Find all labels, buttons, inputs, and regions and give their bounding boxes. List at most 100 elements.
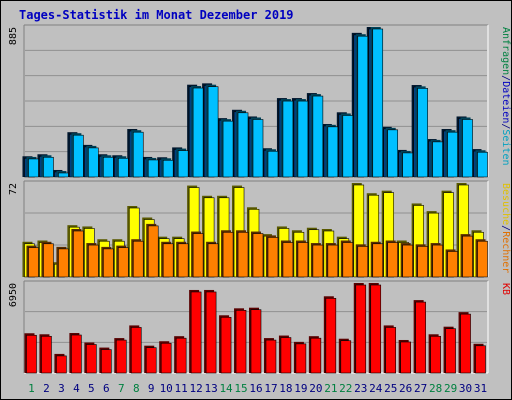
day-label-18: 18: [279, 382, 292, 395]
bar-rechner-day-9: [147, 225, 159, 278]
day-label-12: 12: [190, 382, 203, 395]
chart-panel-3: 6950 KB: [8, 280, 511, 374]
bar-dateien-day-11: [177, 150, 189, 178]
bar-kb-day-21: [325, 297, 337, 374]
y-max-label: 72: [8, 183, 19, 195]
bar-kb-day-27: [415, 301, 426, 374]
legend-entry: KB: [500, 283, 511, 295]
bar-rechner-day-24: [372, 243, 384, 278]
bar-dateien-day-8: [132, 131, 144, 178]
legend-entry: Besuche: [500, 183, 511, 225]
day-label-25: 25: [384, 382, 397, 395]
bar-dateien-day-25: [387, 129, 399, 178]
bar-dateien-day-7: [117, 157, 129, 178]
bar-rechner-day-23: [357, 246, 369, 278]
panel-legend: KB: [500, 283, 511, 295]
bar-dateien-day-15: [237, 112, 249, 178]
legend-entry: Anfragen: [500, 27, 511, 75]
bar-dateien-day-24: [372, 28, 384, 178]
bar-dateien-day-30: [462, 119, 473, 178]
bar-kb-day-20: [310, 337, 322, 374]
bar-kb-day-19: [295, 343, 307, 374]
bar-kb-day-23: [355, 284, 367, 374]
bar-rechner-day-8: [132, 240, 144, 278]
bar-kb-day-30: [460, 313, 471, 374]
day-label-28: 28: [429, 382, 442, 395]
bar-dateien-day-9: [147, 159, 159, 178]
bar-dateien-day-31: [477, 151, 488, 178]
bar-rechner-day-20: [312, 244, 324, 278]
legend-entry: /: [500, 225, 511, 231]
legend-entry: Rechner: [500, 231, 511, 273]
bar-rechner-day-13: [207, 243, 219, 278]
day-label-6: 6: [103, 382, 110, 395]
bar-dateien-day-2: [43, 156, 54, 178]
bar-dateien-day-21: [327, 126, 339, 178]
bar-dateien-day-20: [312, 95, 324, 178]
bar-rechner-day-5: [88, 244, 99, 278]
bar-rechner-day-31: [477, 240, 488, 278]
day-label-17: 17: [264, 382, 277, 395]
bar-kb-day-28: [430, 335, 441, 374]
chart-panel-1: 885 Anfragen/Dateien/Seiten: [8, 24, 511, 178]
day-label-9: 9: [148, 382, 155, 395]
day-label-11: 11: [175, 382, 188, 395]
day-label-2: 2: [43, 382, 50, 395]
bar-kb-day-25: [385, 327, 397, 374]
bar-kb-day-6: [101, 349, 112, 374]
bar-dateien-day-4: [73, 134, 84, 178]
day-label-31: 31: [474, 382, 487, 395]
day-label-22: 22: [339, 382, 352, 395]
day-label-21: 21: [324, 382, 337, 395]
bar-kb-day-4: [71, 334, 82, 374]
bar-rechner-day-6: [103, 248, 114, 278]
bar-rechner-day-2: [43, 243, 54, 278]
bar-dateien-day-28: [432, 141, 443, 178]
bar-rechner-day-15: [237, 231, 249, 278]
bar-dateien-day-22: [342, 115, 354, 178]
bar-dateien-day-29: [447, 131, 458, 178]
bar-kb-day-15: [235, 310, 247, 374]
day-label-27: 27: [414, 382, 427, 395]
day-label-5: 5: [88, 382, 95, 395]
day-label-30: 30: [459, 382, 472, 395]
bar-kb-day-24: [370, 284, 382, 374]
legend-entry: Seiten: [500, 129, 511, 165]
day-label-15: 15: [234, 382, 247, 395]
bar-dateien-day-1: [28, 158, 39, 178]
day-label-23: 23: [354, 382, 367, 395]
day-label-26: 26: [399, 382, 412, 395]
bar-dateien-day-3: [58, 172, 69, 178]
panel-legend: Anfragen/Dateien/Seiten: [500, 27, 511, 166]
day-label-29: 29: [444, 382, 457, 395]
day-label-24: 24: [369, 382, 383, 395]
bar-kb-day-13: [205, 291, 217, 374]
day-label-14: 14: [219, 382, 233, 395]
bar-dateien-day-12: [192, 87, 204, 178]
bar-rechner-day-18: [282, 242, 294, 278]
bar-dateien-day-5: [88, 147, 99, 178]
bar-rechner-day-19: [297, 242, 309, 278]
bar-kb-day-10: [160, 342, 172, 374]
bar-dateien-day-6: [103, 156, 114, 178]
bar-kb-day-11: [175, 337, 187, 374]
bar-kb-day-16: [250, 309, 262, 374]
day-label-3: 3: [58, 382, 65, 395]
bar-dateien-day-16: [252, 119, 264, 178]
bar-dateien-day-26: [402, 152, 413, 178]
bar-rechner-day-14: [222, 231, 234, 278]
bar-kb-day-5: [86, 344, 97, 374]
bar-kb-day-3: [56, 355, 67, 374]
day-label-19: 19: [294, 382, 307, 395]
legend-entry: /: [500, 75, 511, 81]
bar-kb-day-1: [26, 334, 37, 374]
bar-kb-day-22: [340, 340, 352, 374]
bar-dateien-day-17: [267, 150, 279, 178]
day-label-13: 13: [204, 382, 217, 395]
bar-kb-day-29: [445, 328, 456, 374]
bar-kb-day-18: [280, 337, 292, 374]
bar-kb-day-14: [220, 316, 232, 374]
bar-dateien-day-10: [162, 159, 174, 178]
day-label-1: 1: [28, 382, 35, 395]
